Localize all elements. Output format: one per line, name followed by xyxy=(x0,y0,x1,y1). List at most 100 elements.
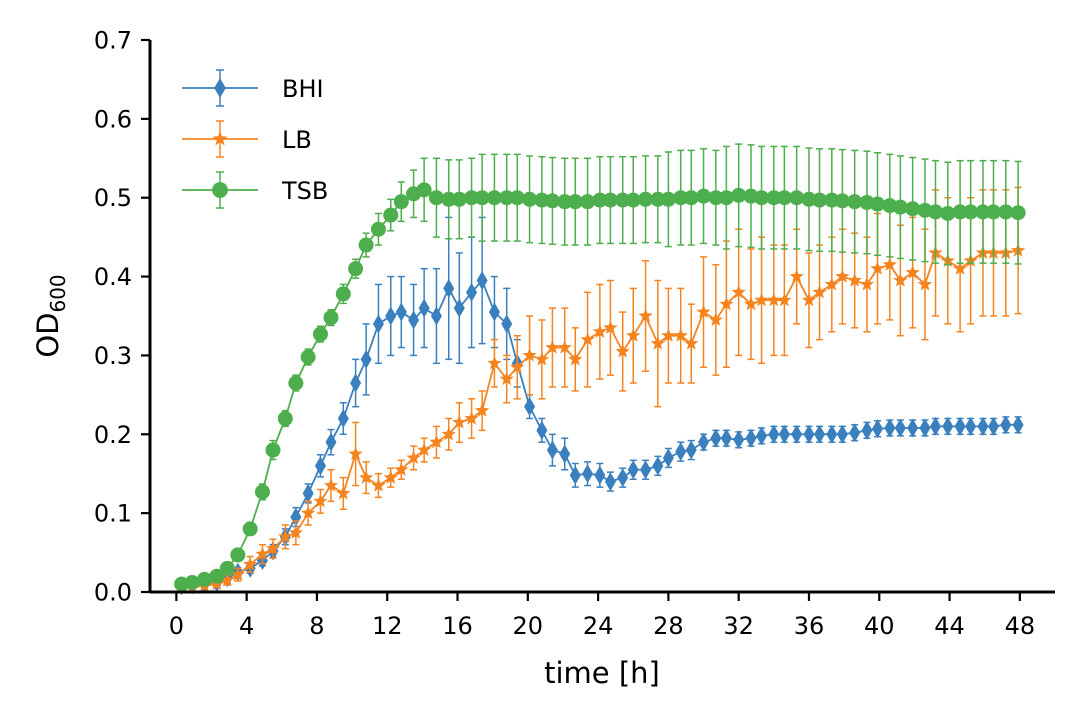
data-point-tsb xyxy=(209,568,225,584)
data-point-tsb xyxy=(323,310,339,326)
data-point-tsb xyxy=(242,521,258,537)
data-point-tsb xyxy=(963,204,979,220)
data-point-tsb xyxy=(975,204,991,220)
data-point-tsb xyxy=(499,190,515,206)
data-point-lb xyxy=(719,296,734,311)
data-point-tsb xyxy=(789,190,805,206)
data-point-bhi xyxy=(756,426,768,446)
data-point-bhi xyxy=(524,397,536,417)
data-point-lb xyxy=(255,546,270,561)
data-point-bhi xyxy=(476,271,488,291)
data-point-lb xyxy=(474,403,490,417)
legend-label-lb: LB xyxy=(282,126,312,154)
legend-marker-tsb xyxy=(212,182,228,198)
x-tick-label: 40 xyxy=(864,612,895,640)
y-tick-label: 0.5 xyxy=(94,184,132,212)
data-point-tsb xyxy=(522,191,538,207)
data-point-lb xyxy=(499,371,514,386)
data-point-tsb xyxy=(1010,205,1026,221)
data-point-tsb xyxy=(254,484,270,500)
data-point-lb xyxy=(812,284,827,299)
data-point-bhi xyxy=(919,418,931,438)
data-point-lb xyxy=(777,292,792,307)
y-axis-label-main: OD xyxy=(31,313,65,358)
data-point-tsb xyxy=(985,204,1001,220)
data-point-bhi xyxy=(488,302,500,322)
data-point-tsb xyxy=(544,193,560,209)
x-tick-label: 4 xyxy=(239,612,254,640)
data-point-bhi xyxy=(453,298,465,318)
data-point-tsb xyxy=(393,194,409,210)
legend-item-lb: LB xyxy=(182,120,312,158)
data-point-tsb xyxy=(615,192,631,208)
x-axis-ticks: 0 4 8 12 16 20 24 28 32 36 40 44 48 xyxy=(169,592,1035,640)
data-point-tsb xyxy=(464,190,480,206)
y-axis-ticks: 0.0 0.1 0.2 0.3 0.4 0.5 0.6 0.7 xyxy=(94,27,150,607)
data-point-tsb xyxy=(602,192,618,208)
data-point-tsb xyxy=(708,190,724,206)
data-point-lb xyxy=(603,320,618,334)
data-point-bhi xyxy=(930,416,942,436)
series-lb xyxy=(174,186,1026,595)
x-tick-label: 16 xyxy=(442,612,473,640)
data-point-lb xyxy=(754,292,769,307)
data-point-tsb xyxy=(288,375,304,391)
data-point-bhi xyxy=(302,483,314,503)
data-point-lb xyxy=(417,442,432,457)
data-point-tsb xyxy=(683,190,699,206)
data-point-tsb xyxy=(696,188,712,204)
data-point-tsb xyxy=(731,187,747,203)
data-point-lb xyxy=(650,336,665,350)
data-point-bhi xyxy=(768,424,780,444)
data-point-bhi xyxy=(778,424,790,444)
data-point-bhi xyxy=(372,314,384,334)
data-point-lb xyxy=(265,541,281,555)
data-point-bhi xyxy=(640,460,652,480)
data-point-tsb xyxy=(952,204,968,220)
y-tick-label: 0.1 xyxy=(94,500,132,528)
data-point-lb xyxy=(789,269,804,283)
data-point-bhi xyxy=(360,349,372,369)
legend-item-bhi: BHI xyxy=(182,69,324,107)
data-point-lb xyxy=(348,446,363,461)
data-point-tsb xyxy=(428,190,444,206)
data-point-lb xyxy=(917,276,933,291)
data-point-lb xyxy=(893,273,908,287)
data-point-tsb xyxy=(335,286,351,302)
data-point-bhi xyxy=(698,432,710,452)
data-point-tsb xyxy=(196,571,212,587)
data-point-bhi xyxy=(569,465,581,485)
legend-item-tsb: TSB xyxy=(182,171,328,209)
data-point-bhi xyxy=(325,432,337,452)
data-point-bhi xyxy=(849,423,861,443)
data-point-tsb xyxy=(892,199,908,215)
data-point-bhi xyxy=(942,416,954,436)
data-point-lb xyxy=(220,572,235,587)
data-point-lb xyxy=(882,257,897,271)
data-point-lb xyxy=(243,556,258,571)
y-tick-label: 0.0 xyxy=(94,579,132,607)
data-point-bhi xyxy=(443,278,455,298)
data-point-bhi xyxy=(314,456,326,476)
data-point-tsb xyxy=(567,194,583,210)
data-point-tsb xyxy=(998,204,1014,220)
legend: BHI LB TSB xyxy=(182,69,328,209)
data-point-bhi xyxy=(604,472,616,492)
data-point-bhi xyxy=(1012,415,1024,435)
data-point-tsb xyxy=(638,191,654,207)
data-point-tsb xyxy=(905,201,921,217)
x-tick-label: 20 xyxy=(513,612,544,640)
data-point-tsb xyxy=(870,196,886,212)
data-point-bhi xyxy=(675,442,687,462)
data-point-bhi xyxy=(861,420,873,440)
data-point-lb xyxy=(859,276,875,291)
data-point-bhi xyxy=(685,440,697,460)
data-point-bhi xyxy=(814,424,826,444)
data-point-bhi xyxy=(733,430,745,450)
data-point-lb xyxy=(835,269,850,283)
series-tsb xyxy=(174,143,1026,592)
data-point-bhi xyxy=(617,468,629,488)
data-point-lb xyxy=(824,276,839,291)
x-tick-label: 32 xyxy=(723,612,754,640)
data-point-lb xyxy=(684,336,699,350)
